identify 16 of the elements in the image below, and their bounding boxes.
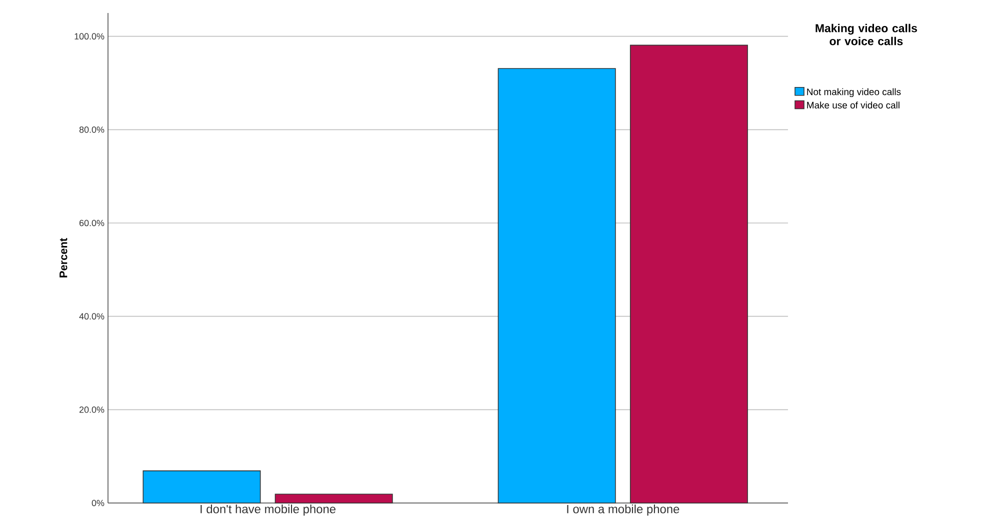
y-tick-label: 20.0% — [80, 406, 104, 413]
legend-label: Not making video calls — [807, 88, 901, 98]
y-tick-label: 80.0% — [79, 126, 104, 133]
x-tick-label: I own a mobile phone — [567, 504, 680, 516]
y-tick-label: 100.0% — [74, 33, 104, 40]
y-tick-label: 40.0% — [79, 313, 104, 320]
legend-label: Make use of video call — [807, 102, 900, 109]
x-tick-label: I don't have mobile phone — [200, 504, 336, 516]
y-axis-title: Percent — [60, 238, 68, 278]
bar — [142, 470, 261, 504]
legend-title: Making video calls or voice calls — [816, 24, 917, 46]
bar — [498, 68, 616, 504]
y-tick-label: 60.0% — [80, 220, 104, 226]
bar — [274, 494, 393, 504]
bar — [630, 44, 748, 504]
y-tick-label: 0% — [92, 500, 104, 506]
